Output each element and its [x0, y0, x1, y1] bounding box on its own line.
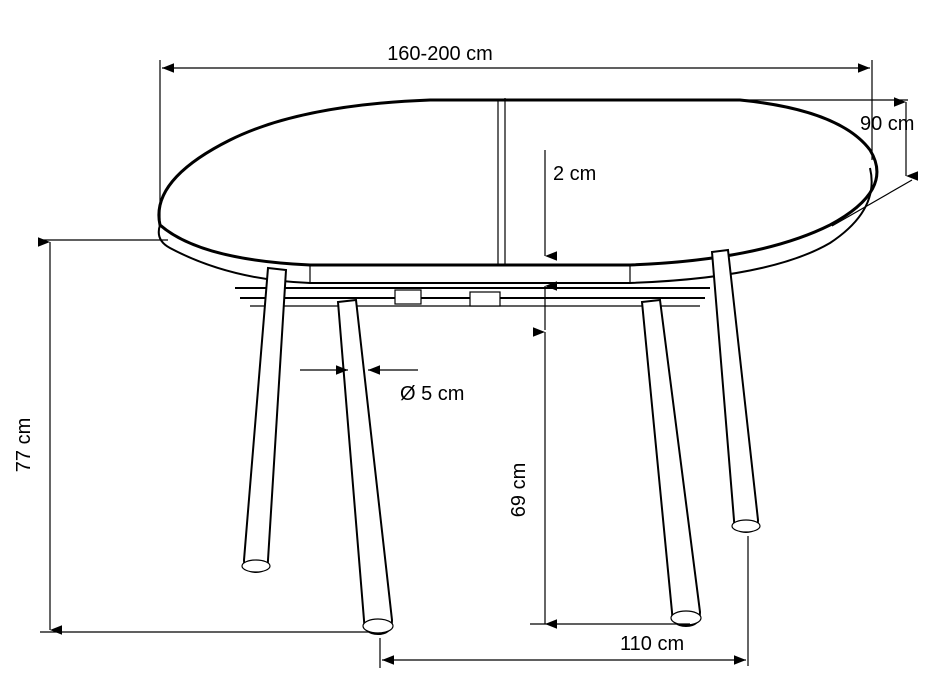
leg-span-label: 110 cm — [620, 633, 684, 655]
table-legs — [242, 250, 760, 634]
thickness-label: 2 cm — [553, 163, 596, 185]
dim-leg-diameter: Ø 5 cm — [300, 370, 464, 405]
width-label: 90 cm — [860, 113, 914, 135]
leg-diameter-label: Ø 5 cm — [400, 383, 464, 405]
table-dimension-diagram: 160-200 cm 90 cm 2 cm Ø 5 cm 77 cm 69 cm — [0, 0, 928, 686]
table-top — [159, 98, 877, 283]
table-apron — [235, 288, 710, 306]
under-height-label: 69 cm — [508, 463, 530, 517]
overall-height-label: 77 cm — [13, 418, 35, 472]
length-label: 160-200 cm — [387, 43, 493, 65]
